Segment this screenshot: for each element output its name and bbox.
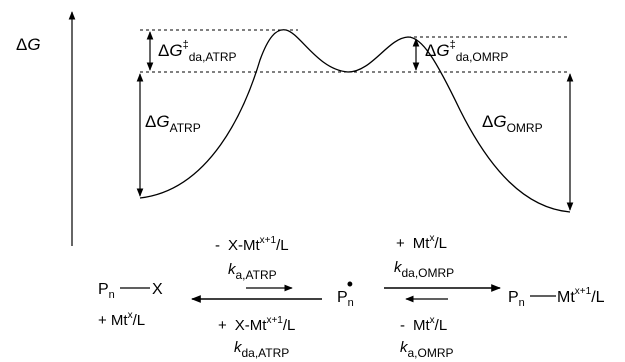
- omrp-bottom-rate: ka,OMRP: [400, 339, 454, 360]
- omrp-bottom-reagent: - Mtx/L: [400, 315, 447, 334]
- species-mt: Mtx+1/L: [557, 286, 605, 306]
- axis-label: ΔG: [16, 35, 41, 54]
- omrp-top-rate: kda,OMRP: [394, 259, 454, 280]
- species-pn-mt: Pn: [508, 289, 525, 309]
- energy-profile-curve: [139, 29, 571, 213]
- atrp-top-reagent: - X-Mtx+1/L: [215, 235, 289, 254]
- species-plus-mt: + Mtx/L: [98, 310, 145, 329]
- atrp-bottom-reagent: + X-Mtx+1/L: [218, 315, 295, 334]
- atrp-bottom-rate: kda,ATRP: [234, 339, 289, 360]
- omrp-top-reagent: + Mtx/L: [396, 233, 447, 252]
- atrp-top-rate: ka,ATRP: [228, 261, 277, 282]
- barrier-label-atrp: ΔG‡da,ATRP: [158, 39, 237, 64]
- species-x: X: [152, 281, 163, 298]
- barrier-label-omrp: ΔG‡da,OMRP: [425, 39, 508, 64]
- species-radical: Pn•: [337, 274, 354, 309]
- species-pn-x: Pn: [98, 281, 115, 301]
- energy-label-omrp: ΔGOMRP: [482, 112, 543, 135]
- energy-label-atrp: ΔGATRP: [145, 112, 201, 135]
